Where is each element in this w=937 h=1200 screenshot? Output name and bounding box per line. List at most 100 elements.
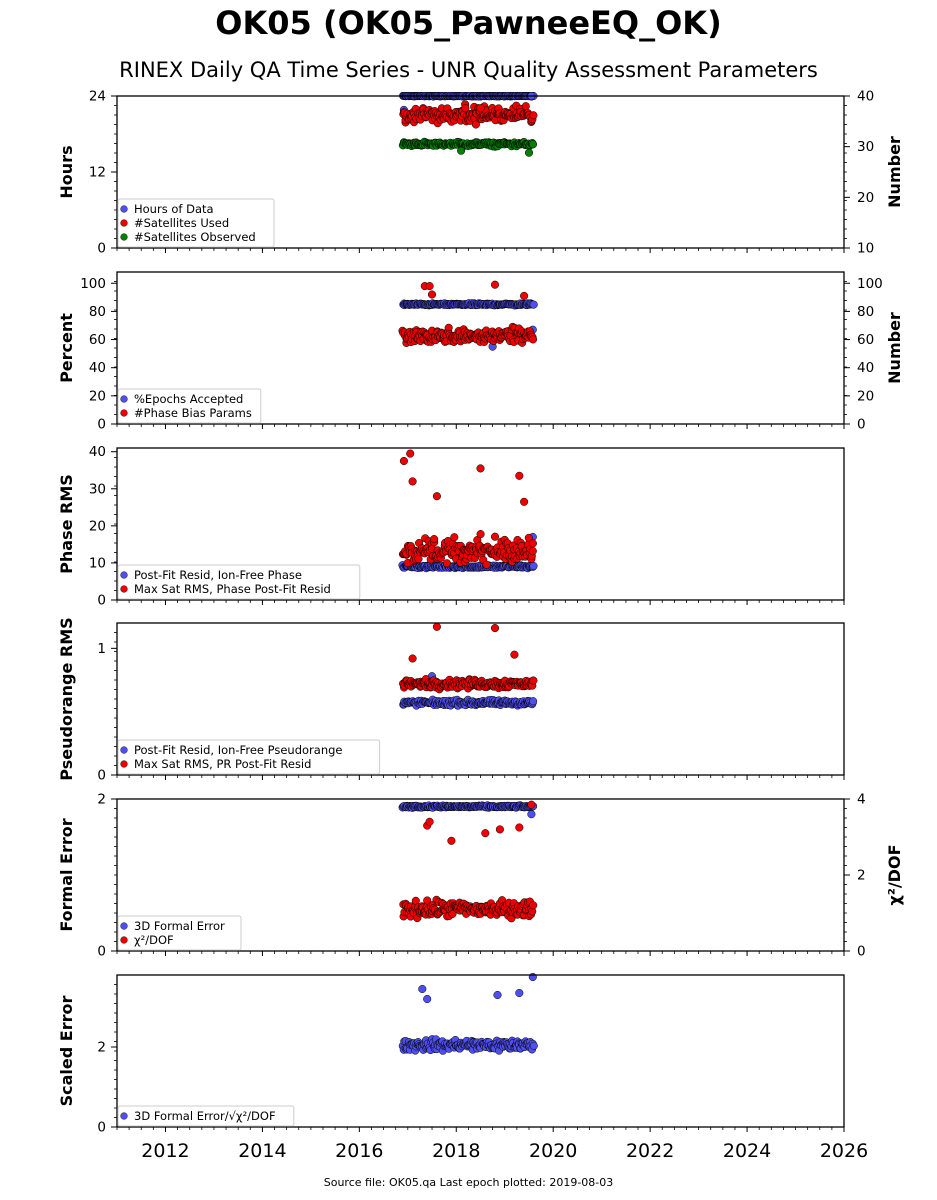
- y-tick-label: 24: [89, 89, 106, 105]
- y2-axis-label: Number: [885, 136, 904, 208]
- legend-label: χ²/DOF: [134, 933, 174, 947]
- legend-label: %Epochs Accepted: [134, 392, 243, 406]
- panel-2: 0 20 40 60 80 100 Percent 0 20 40 60 80 100 Number %Ep…: [57, 271, 904, 433]
- legend-box: [117, 564, 361, 600]
- panel-3: 0 10 20 30 40 Phase RMS Post-Fit Resid, Ion-Fr…: [57, 444, 845, 609]
- y-tick-label: 1: [97, 641, 106, 657]
- outlier-point: [418, 984, 427, 994]
- panel-6: 0 2 Scaled Error 3D Formal Error/√χ²/DOF: [57, 972, 845, 1136]
- chart-subtitle: RINEX Daily QA Time Series - UNR Quality…: [119, 58, 818, 82]
- y2-tick-label: 20: [857, 388, 874, 404]
- y2-tick-label: 0: [857, 944, 866, 960]
- legend-box: [117, 388, 262, 424]
- legend-marker: [120, 922, 128, 930]
- legend-marker: [120, 395, 128, 403]
- legend-label: 3D Formal Error: [134, 919, 225, 933]
- outlier-point: [490, 280, 500, 289]
- y2-axis-label: χ²/DOF: [885, 845, 904, 906]
- outlier-point: [406, 449, 415, 458]
- outlier-point: [527, 810, 536, 819]
- outlier-point: [476, 464, 485, 473]
- outlier-point: [510, 650, 519, 659]
- y-axis-label: Formal Error: [57, 818, 76, 931]
- legend-marker: [120, 233, 128, 241]
- outlier-point: [527, 800, 536, 809]
- y-axis-label: Percent: [57, 313, 76, 383]
- y-tick-label: 60: [89, 332, 106, 348]
- point-4-1: [529, 697, 538, 706]
- point-1-2: [461, 104, 470, 113]
- legend-label: Hours of Data: [134, 202, 214, 216]
- y2-axis-label: Number: [885, 312, 904, 384]
- x-tick-label: 2026: [820, 1140, 868, 1162]
- y2-tick-label: 60: [857, 332, 874, 348]
- legend-label: #Phase Bias Params: [134, 406, 252, 420]
- panel-4: 0 1 Pseudorange RMS Post-Fit Resid, Ion-Fre…: [57, 617, 845, 784]
- point-3-2: [528, 547, 537, 556]
- legend-label: Max Sat RMS, Phase Post-Fit Resid: [134, 582, 331, 596]
- point-5-2: [448, 909, 457, 918]
- y-tick-label: 2: [97, 792, 106, 808]
- outlier-point: [425, 282, 434, 291]
- point-3-2: [450, 533, 459, 542]
- x-tick-label: 2020: [529, 1140, 577, 1162]
- y-tick-label: 0: [97, 768, 106, 784]
- outlier-point: [515, 471, 524, 480]
- legend-marker: [120, 409, 128, 417]
- outlier-point: [515, 988, 524, 998]
- legend-box: [117, 739, 381, 775]
- outlier-point: [447, 836, 456, 845]
- legend-marker: [120, 571, 128, 579]
- point-3-2: [430, 535, 439, 544]
- panel-5-points: [398, 800, 538, 923]
- legend-label: Max Sat RMS, PR Post-Fit Resid: [134, 757, 311, 771]
- legend-marker: [120, 1112, 128, 1120]
- outlier-point: [432, 622, 441, 631]
- y2-tick-label: 80: [857, 304, 874, 320]
- y-axis-label: Phase RMS: [57, 474, 76, 574]
- legend-marker: [120, 760, 128, 768]
- outlier-point: [493, 990, 502, 1000]
- x-tick-label: 2016: [335, 1140, 383, 1162]
- y-tick-label: 80: [89, 304, 106, 320]
- y-tick-label: 100: [80, 276, 106, 292]
- y-tick-label: 12: [89, 165, 106, 181]
- y2-tick-label: 20: [857, 190, 874, 206]
- panel-3-points: [398, 449, 538, 573]
- outlier-point: [423, 994, 432, 1004]
- outlier-point: [457, 146, 466, 155]
- legend: Hours of Data#Satellites Used#Satellites…: [117, 198, 275, 248]
- outlier-point: [425, 817, 434, 826]
- point-3-2: [524, 533, 533, 542]
- y-tick-label: 10: [89, 555, 106, 571]
- y-tick-label: 30: [89, 481, 106, 497]
- y2-tick-label: 40: [857, 89, 874, 105]
- y-axis-label: Pseudorange RMS: [57, 617, 76, 780]
- y-tick-label: 0: [97, 593, 106, 609]
- legend-label: Post-Fit Resid, Ion-Free Phase: [134, 568, 302, 582]
- outlier-point: [524, 148, 534, 157]
- point-3-2: [528, 539, 537, 548]
- outlier-point: [520, 497, 529, 506]
- legend-label: #Satellites Observed: [134, 230, 256, 244]
- x-tick-label: 2018: [432, 1140, 480, 1162]
- legend-label: Post-Fit Resid, Ion-Free Pseudorange: [134, 743, 342, 757]
- outlier-point: [490, 624, 500, 633]
- y-axis-label: Hours: [57, 145, 76, 198]
- outlier-point: [520, 291, 529, 300]
- y2-tick-label: 40: [857, 360, 874, 376]
- outlier-point: [399, 456, 408, 466]
- panel-1-points: [398, 92, 538, 157]
- outlier-point: [495, 825, 504, 834]
- source-footer: Source file: OK05.qa Last epoch plotted:…: [323, 1176, 614, 1189]
- y-tick-label: 2: [97, 1040, 106, 1056]
- point-1-3: [528, 140, 538, 149]
- chart-title: OK05 (OK05_PawneeEQ_OK): [215, 4, 722, 42]
- y-tick-label: 0: [97, 944, 106, 960]
- legend-marker: [120, 936, 128, 944]
- point-4-2: [529, 676, 538, 685]
